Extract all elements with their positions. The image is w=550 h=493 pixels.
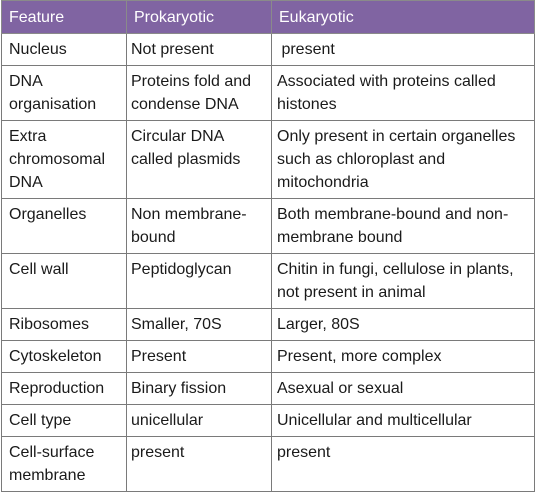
prokaryotic-cell: Not present: [126, 33, 272, 66]
header-prokaryotic: Prokaryotic: [126, 0, 272, 34]
eukaryotic-cell: Larger, 80S: [271, 308, 535, 341]
header-eukaryotic: Eukaryotic: [271, 0, 535, 34]
table-row: Organelles Non membrane-bound Both membr…: [1, 198, 535, 254]
eukaryotic-cell: present: [271, 33, 535, 66]
table-row: Reproduction Binary fission Asexual or s…: [1, 372, 535, 405]
table-row: Cell-surface membrane present present: [1, 436, 535, 492]
table-row: Extra chromosomal DNA Circular DNA calle…: [1, 120, 535, 199]
feature-cell: Cell wall: [1, 253, 127, 309]
header-row: Feature Prokaryotic Eukaryotic: [1, 0, 535, 34]
comparison-table: Feature Prokaryotic Eukaryotic Nucleus N…: [1, 0, 535, 492]
eukaryotic-cell: Asexual or sexual: [271, 372, 535, 405]
table-row: DNA organisation Proteins fold and conde…: [1, 65, 535, 121]
prokaryotic-cell: Binary fission: [126, 372, 272, 405]
prokaryotic-cell: unicellular: [126, 404, 272, 437]
eukaryotic-cell: Present, more complex: [271, 340, 535, 373]
table-row: Cytoskeleton Present Present, more compl…: [1, 340, 535, 373]
feature-cell: Nucleus: [1, 33, 127, 66]
feature-cell: Reproduction: [1, 372, 127, 405]
prokaryotic-cell: Present: [126, 340, 272, 373]
feature-cell: Cell type: [1, 404, 127, 437]
eukaryotic-cell: Associated with proteins called histones: [271, 65, 535, 121]
header-feature: Feature: [1, 0, 127, 34]
table-row: Ribosomes Smaller, 70S Larger, 80S: [1, 308, 535, 341]
feature-cell: Extra chromosomal DNA: [1, 120, 127, 199]
feature-cell: Cell-surface membrane: [1, 436, 127, 492]
prokaryotic-cell: Proteins fold and condense DNA: [126, 65, 272, 121]
feature-cell: Cytoskeleton: [1, 340, 127, 373]
feature-cell: DNA organisation: [1, 65, 127, 121]
table-row: Cell wall Peptidoglycan Chitin in fungi,…: [1, 253, 535, 309]
eukaryotic-cell: Chitin in fungi, cellulose in plants, no…: [271, 253, 535, 309]
eukaryotic-cell: present: [271, 436, 535, 492]
eukaryotic-cell: Only present in certain organelles such …: [271, 120, 535, 199]
table-row: Nucleus Not present present: [1, 33, 535, 66]
feature-cell: Organelles: [1, 198, 127, 254]
prokaryotic-cell: present: [126, 436, 272, 492]
eukaryotic-cell: Both membrane-bound and non-membrane bou…: [271, 198, 535, 254]
prokaryotic-cell: Peptidoglycan: [126, 253, 272, 309]
table-row: Cell type unicellular Unicellular and mu…: [1, 404, 535, 437]
prokaryotic-cell: Circular DNA called plasmids: [126, 120, 272, 199]
eukaryotic-cell: Unicellular and multicellular: [271, 404, 535, 437]
prokaryotic-cell: Smaller, 70S: [126, 308, 272, 341]
prokaryotic-cell: Non membrane-bound: [126, 198, 272, 254]
feature-cell: Ribosomes: [1, 308, 127, 341]
